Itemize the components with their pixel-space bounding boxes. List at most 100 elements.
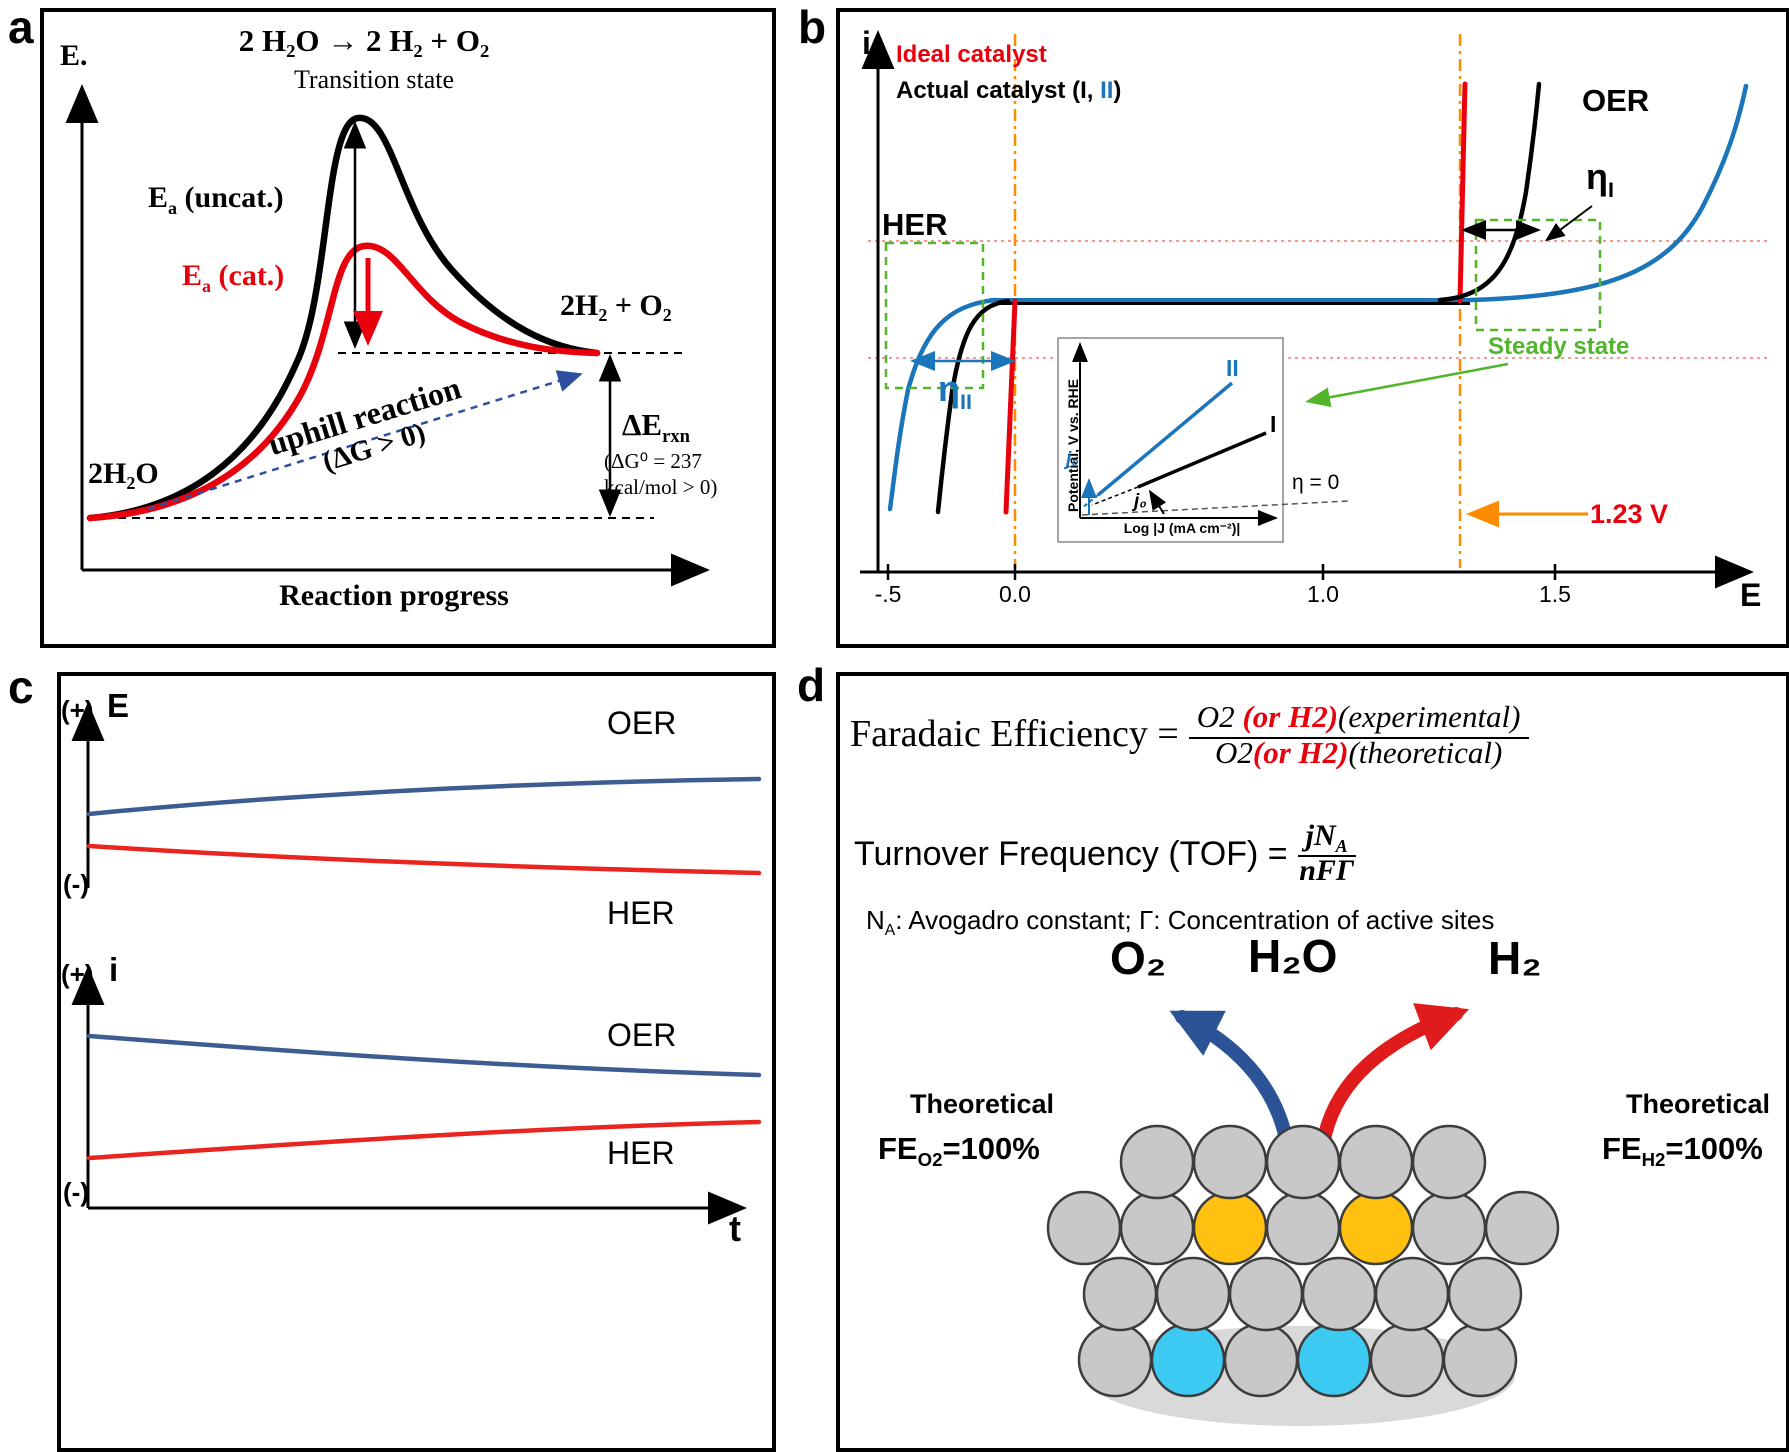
legend-actual-catalyst: Actual catalyst (I, II) xyxy=(896,77,1122,104)
support-atom xyxy=(1369,1322,1445,1398)
ideal-her-curve xyxy=(1003,298,1018,515)
tof-fraction: jNA nFΓ xyxy=(1297,819,1356,888)
product-label: 2H₂ + O₂ xyxy=(560,289,672,322)
t-axis-label: t xyxy=(729,1208,741,1249)
inset-line-i-label: I xyxy=(1270,411,1277,437)
atom-row-top xyxy=(1119,1124,1487,1200)
catalyst-schematic xyxy=(1046,1003,1560,1426)
faradaic-efficiency-equation: Faradaic Efficiency = O2 (or H2)(experim… xyxy=(850,699,1529,770)
support-atom xyxy=(1338,1124,1414,1200)
x-axis-label: Reaction progress xyxy=(279,579,509,612)
catalyzed-curve xyxy=(86,242,601,522)
steady-state-pointer-arrow xyxy=(1305,362,1509,408)
j0-arrow-black xyxy=(1148,489,1167,515)
panel-c-plot xyxy=(71,702,762,1225)
delta-g-note-2: kcal/mol > 0) xyxy=(604,475,718,499)
o2-molecule-label: O₂ xyxy=(1110,932,1167,984)
support-atom xyxy=(1301,1256,1377,1332)
support-atom xyxy=(1374,1256,1450,1332)
actual-II-oer-curve xyxy=(1467,83,1749,303)
i-axis-label: i xyxy=(109,951,119,988)
x-tick--0.5: -.5 xyxy=(874,581,902,607)
her-label-bottom: HER xyxy=(607,1135,675,1171)
atom-row-2 xyxy=(1046,1190,1560,1266)
her-potential-curve xyxy=(86,843,762,876)
fe-o2-value: FEO2=100% xyxy=(878,1131,1040,1171)
x-tick-1.5: 1.5 xyxy=(1539,581,1571,607)
uphill-reaction-arrow xyxy=(147,370,583,511)
y-axis-label: i xyxy=(862,25,871,61)
y-axis-label: E. xyxy=(60,39,88,72)
actual-I-her-curve xyxy=(935,298,1011,515)
v123-label: 1.23 V xyxy=(1590,499,1669,529)
atom-row-bottom xyxy=(1077,1322,1518,1398)
support-atom xyxy=(1265,1124,1341,1200)
panel-c-stability-plots: (+) E (-) OER HER (+) i (-) OER HER t xyxy=(57,672,776,1452)
delta-g-note-1: (ΔG⁰ = 237 xyxy=(604,449,702,473)
axes xyxy=(65,84,710,587)
theoretical-label-left: Theoretical xyxy=(910,1089,1055,1119)
x-tick-0.0: 0.0 xyxy=(999,581,1031,607)
panel-b-letter: b xyxy=(798,1,827,53)
panel-a-letter: a xyxy=(8,1,34,53)
plus-sign-i: (+) xyxy=(61,959,94,989)
inset-x-axis-label: Log |J (mA cm⁻²)| xyxy=(1123,520,1241,536)
panel-d-efficiency-schematic: Faradaic Efficiency = O2 (or H2)(experim… xyxy=(836,672,1789,1452)
support-atom xyxy=(1265,1190,1341,1266)
her-label: HER xyxy=(882,207,948,242)
support-atom xyxy=(1119,1124,1195,1200)
reaction-equation: 2 H₂O → 2 H₂ + O₂ xyxy=(238,23,490,58)
eta-i-label: ηI xyxy=(1586,156,1614,203)
tafel-line-I xyxy=(1137,431,1267,489)
eta-i-pointer-arrow xyxy=(1544,205,1593,242)
h2-molecule-label: H₂ xyxy=(1488,932,1542,984)
h2o-molecule-label: H₂O xyxy=(1248,930,1338,982)
ea-uncat-label: Ea (uncat.) xyxy=(148,181,284,218)
oer-potential-curve xyxy=(86,776,762,817)
panel-a-energy-diagram: E. 2 H₂O → 2 H₂ + O₂ Transition state Ea… xyxy=(40,8,776,648)
support-atom xyxy=(1447,1256,1523,1332)
h2-release-arrow xyxy=(1315,1003,1470,1157)
reactant-label: 2H₂O xyxy=(88,457,159,490)
active-site-atom-cyan xyxy=(1150,1322,1226,1398)
oer-label: OER xyxy=(1582,83,1650,118)
panel-a-plot xyxy=(65,84,710,587)
oer-current-curve xyxy=(86,1033,762,1078)
actual-I-oer-curve xyxy=(1437,81,1542,303)
actual-II-her-curve xyxy=(887,297,998,512)
inset-j0-blue-label: j₀ xyxy=(1066,449,1079,470)
support-atom xyxy=(1411,1190,1487,1266)
eta-zero-dashed-line xyxy=(1081,500,1349,516)
x-tick-1.0: 1.0 xyxy=(1307,581,1339,607)
support-atom xyxy=(1442,1322,1518,1398)
constants-note: NA: Avogadro constant; Γ: Concentration … xyxy=(866,905,1495,940)
ea-cat-label: Ea (cat.) xyxy=(182,259,285,296)
legend-ideal-catalyst: Ideal catalyst xyxy=(896,41,1047,68)
her-steady-state-box xyxy=(884,241,985,390)
panel-b-plot xyxy=(860,30,1770,589)
eta-ii-label: ηII xyxy=(938,368,972,415)
inset-j0-black-label: j₀ xyxy=(1134,491,1147,512)
inset-line-ii-label: II xyxy=(1226,355,1239,381)
support-atom xyxy=(1228,1256,1304,1332)
support-atom xyxy=(1223,1322,1299,1398)
e-axis-label: E xyxy=(107,687,130,724)
panel-c-letter: c xyxy=(8,661,34,713)
support-atom xyxy=(1082,1256,1158,1332)
tof-equation: Turnover Frequency (TOF) = jNA nFΓ xyxy=(854,819,1356,888)
theoretical-label-right: Theoretical xyxy=(1626,1089,1771,1119)
her-label-top: HER xyxy=(607,895,675,931)
panel-b-polarization-curves: i Ideal catalyst Actual catalyst (I, II)… xyxy=(836,8,1789,648)
transition-state-label: Transition state xyxy=(293,65,455,94)
minus-sign-e: (-) xyxy=(63,869,89,899)
fe-h2-value: FEH2=100% xyxy=(1602,1131,1763,1171)
support-atom xyxy=(1411,1124,1487,1200)
support-atom xyxy=(1046,1190,1122,1266)
support-atom xyxy=(1119,1190,1195,1266)
oer-label-bottom: OER xyxy=(607,1017,677,1053)
her-current-curve xyxy=(86,1119,762,1161)
faradaic-efficiency-label: Faradaic Efficiency = xyxy=(850,713,1179,756)
axes xyxy=(71,702,747,1225)
support-atom xyxy=(1484,1190,1560,1266)
